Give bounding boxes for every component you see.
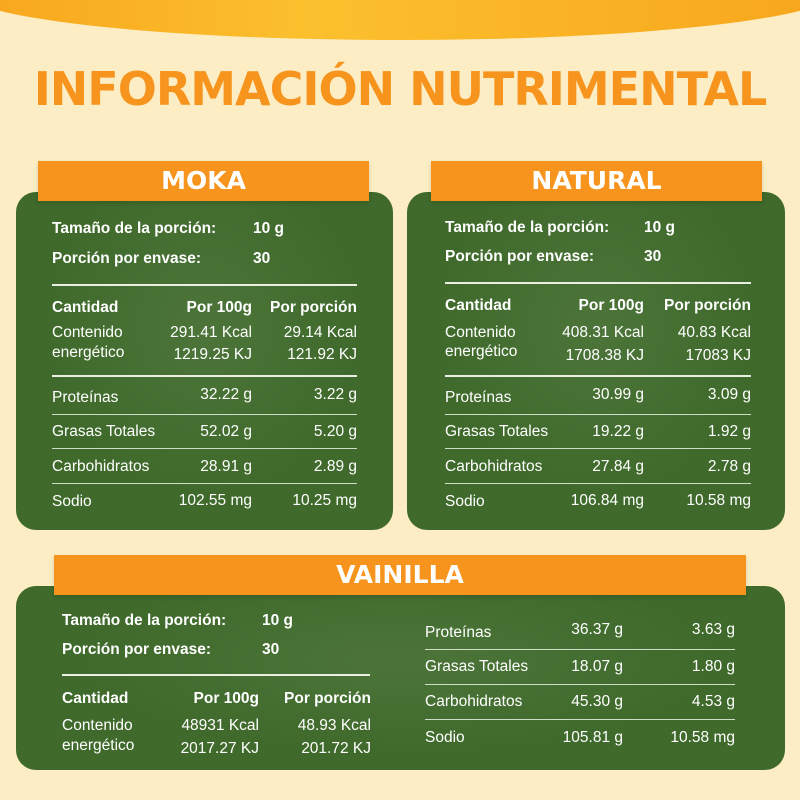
natural-header: NATURAL (431, 161, 762, 201)
moka-protein-serving: 3.22 g (313, 386, 357, 403)
vainilla-serving-size-value: 10 g (262, 612, 294, 629)
natural-protein-serving: 3.09 g (707, 386, 751, 403)
moka-row-divider (52, 448, 357, 449)
natural-servings-value: 30 (644, 248, 662, 265)
page-title: INFORMACIÓN NUTRIMENTAL (33, 62, 768, 116)
moka-energy-kj-serving: 121.92 KJ (287, 346, 357, 363)
moka-carbs-label: Carbohidratos (52, 458, 150, 475)
moka-divider (52, 375, 357, 377)
vainilla-energy-label-2: energético (62, 737, 135, 754)
moka-fat-serving: 5.20 g (313, 423, 357, 440)
natural-fat-label: Grasas Totales (445, 423, 549, 440)
natural-protein-label: Proteínas (445, 389, 512, 406)
moka-sodium-100: 102.55 mg (178, 492, 252, 509)
natural-protein-100: 30.99 g (592, 386, 644, 403)
moka-servings-value: 30 (253, 250, 271, 267)
natural-energy-label-1: Contenido (445, 324, 516, 341)
natural-carbs-label: Carbohidratos (445, 458, 543, 475)
vainilla-card: Tamaño de la porción: 10 g Porción por e… (16, 586, 785, 770)
moka-carbs-100: 28.91 g (200, 458, 252, 475)
natural-energy-kj-serving: 17083 KJ (685, 347, 752, 364)
natural-serving-size-label: Tamaño de la porción: (445, 219, 610, 236)
vainilla-protein-label: Proteínas (425, 624, 492, 641)
moka-row-divider (52, 414, 357, 415)
vainilla-row-divider (425, 719, 735, 720)
natural-energy-kcal-serving: 40.83 Kcal (677, 324, 751, 341)
moka-perserving-header: Por porción (270, 299, 357, 316)
moka-energy-kcal-100: 291.41 Kcal (170, 324, 252, 341)
moka-protein-label: Proteínas (52, 389, 119, 406)
vainilla-carbs-serving: 4.53 g (691, 693, 735, 710)
natural-carbs-serving: 2.78 g (707, 458, 751, 475)
moka-header: MOKA (38, 161, 369, 201)
natural-card: Tamaño de la porción: 10 g Porción por e… (407, 192, 785, 530)
moka-fat-100: 52.02 g (200, 423, 252, 440)
vainilla-protein-100: 36.37 g (571, 621, 623, 638)
moka-serving-size-value: 10 g (253, 220, 285, 237)
natural-perserving-header: Por porción (664, 297, 751, 314)
vainilla-energy-kj-serving: 201.72 KJ (301, 740, 371, 757)
natural-servings-label: Porción por envase: (445, 248, 595, 265)
vainilla-energy-kj-100: 2017.27 KJ (180, 740, 259, 757)
vainilla-fat-serving: 1.80 g (691, 658, 735, 675)
moka-energy-kj-100: 1219.25 KJ (173, 346, 252, 363)
vainilla-carbs-label: Carbohidratos (425, 693, 523, 710)
vainilla-energy-kcal-100: 48931 Kcal (181, 717, 259, 734)
moka-energy-kcal-serving: 29.14 Kcal (283, 324, 357, 341)
vainilla-servings-value: 30 (262, 641, 280, 658)
moka-protein-100: 32.22 g (200, 386, 252, 403)
natural-per100-header: Por 100g (578, 297, 644, 314)
vainilla-per100-header: Por 100g (193, 690, 259, 707)
vainilla-servings-label: Porción por envase: (62, 641, 212, 658)
vainilla-energy-kcal-serving: 48.93 Kcal (297, 717, 371, 734)
vainilla-fat-100: 18.07 g (571, 658, 623, 675)
natural-fat-100: 19.22 g (592, 423, 644, 440)
vainilla-sodium-label: Sodio (425, 729, 465, 746)
vainilla-energy-label-1: Contenido (62, 717, 133, 734)
natural-sodium-serving: 10.58 mg (686, 492, 751, 509)
vainilla-sodium-100: 105.81 g (562, 729, 623, 746)
natural-carbs-100: 27.84 g (592, 458, 644, 475)
natural-row-divider (445, 448, 751, 449)
moka-divider (52, 284, 357, 286)
vainilla-fat-label: Grasas Totales (425, 658, 529, 675)
vainilla-row-divider (425, 649, 735, 650)
natural-energy-label-2: energético (445, 343, 518, 360)
natural-quantity-header: Cantidad (445, 297, 512, 314)
vainilla-sodium-serving: 10.58 mg (670, 729, 735, 746)
vainilla-perserving-header: Por porción (284, 690, 371, 707)
moka-per100-header: Por 100g (186, 299, 252, 316)
natural-serving-size-value: 10 g (644, 219, 676, 236)
vainilla-quantity-header: Cantidad (62, 690, 129, 707)
moka-fat-label: Grasas Totales (52, 423, 156, 440)
vainilla-carbs-100: 45.30 g (571, 693, 623, 710)
moka-serving-size-label: Tamaño de la porción: (52, 220, 217, 237)
moka-energy-label-2: energético (52, 344, 125, 361)
vainilla-protein-serving: 3.63 g (691, 621, 735, 638)
moka-quantity-header: Cantidad (52, 299, 119, 316)
natural-row-divider (445, 483, 751, 484)
moka-energy-label-1: Contenido (52, 324, 123, 341)
natural-row-divider (445, 414, 751, 415)
moka-card: Tamaño de la porción: 10 g Porción por e… (16, 192, 393, 530)
natural-fat-serving: 1.92 g (707, 423, 751, 440)
natural-sodium-label: Sodio (445, 493, 485, 510)
natural-divider (445, 375, 751, 377)
vainilla-header: VAINILLA (54, 555, 746, 595)
natural-sodium-100: 106.84 mg (570, 492, 644, 509)
natural-energy-kj-100: 1708.38 KJ (565, 347, 644, 364)
moka-sodium-label: Sodio (52, 493, 92, 510)
moka-carbs-serving: 2.89 g (313, 458, 357, 475)
vainilla-row-divider (425, 684, 735, 685)
moka-sodium-serving: 10.25 mg (292, 492, 357, 509)
natural-energy-kcal-100: 408.31 Kcal (562, 324, 644, 341)
vainilla-divider (62, 674, 370, 676)
top-decorative-wave (0, 0, 800, 40)
moka-servings-label: Porción por envase: (52, 250, 202, 267)
natural-divider (445, 282, 751, 284)
moka-row-divider (52, 483, 357, 484)
vainilla-serving-size-label: Tamaño de la porción: (62, 612, 227, 629)
